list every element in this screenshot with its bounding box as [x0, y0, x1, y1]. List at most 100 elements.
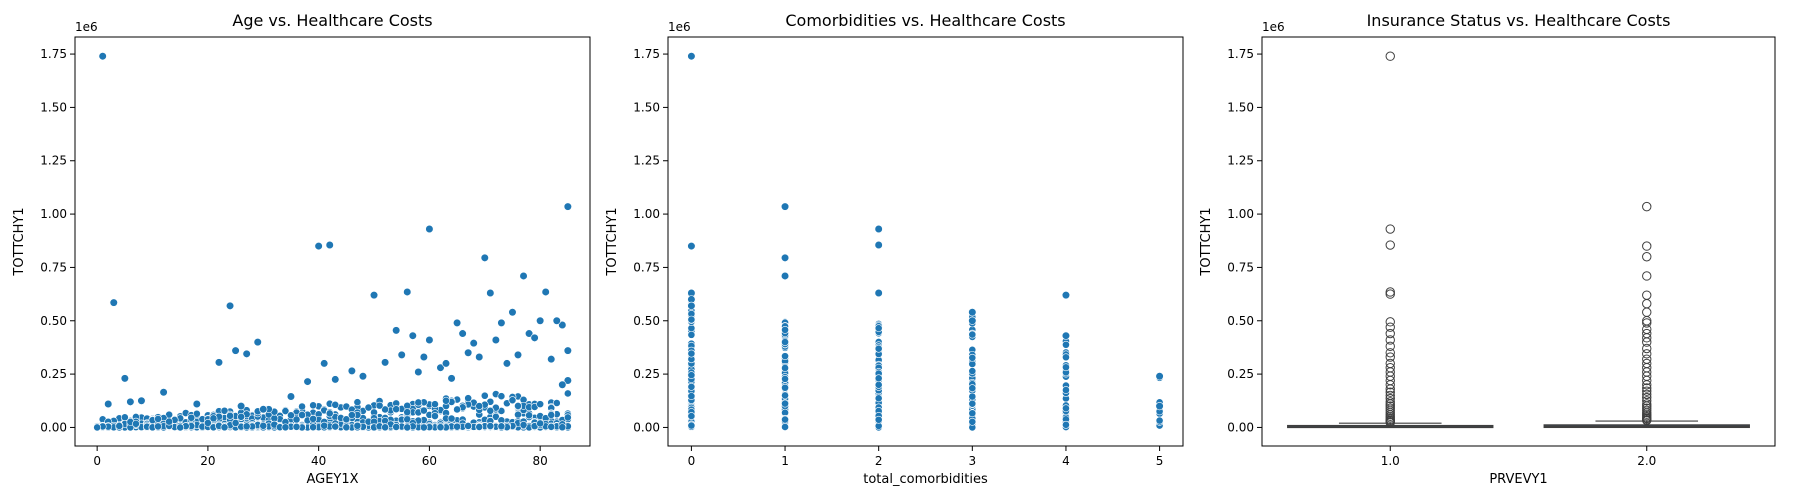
scatter-point [687, 421, 696, 430]
scatter-point [781, 399, 789, 408]
x-axis-label: AGEY1X [306, 472, 358, 487]
box-flier [1385, 328, 1395, 339]
y-tick-label: 1.25 [40, 154, 67, 168]
scatter-point [968, 399, 977, 408]
y-offset-text: 1e6 [1262, 20, 1285, 34]
scatter-point [292, 422, 301, 431]
scatter-point [347, 411, 356, 419]
y-tick-label: 1.50 [40, 100, 67, 114]
box-flier [1385, 51, 1395, 61]
scatter-point [558, 320, 567, 330]
scatter-point [214, 358, 224, 367]
box-flier [1385, 348, 1395, 358]
scatter-point [508, 308, 517, 317]
y-axis-label: TOTTCHY1 [12, 207, 27, 276]
scatter-point [331, 400, 340, 409]
scatter-point [480, 253, 489, 262]
scatter-point [159, 388, 168, 397]
scatter-point [403, 287, 412, 297]
scatter-point [874, 394, 883, 403]
box-flier [1642, 349, 1652, 359]
scatter-point [242, 422, 251, 431]
box-flier [1385, 287, 1395, 297]
scatter-point [475, 402, 484, 410]
chart-panel-1: 0.00 0.25 0.50 0.75 1.00 1.25 1.50 1.75 0 20 40 60 8… [12, 11, 591, 487]
scatter-point [353, 398, 362, 407]
scatter-point [403, 408, 412, 417]
scatter-point [381, 358, 390, 367]
box-flier [1642, 396, 1652, 406]
scatter-point [303, 377, 312, 386]
box-flier [1642, 316, 1652, 326]
scatter-point [225, 301, 235, 310]
scatter-point [563, 413, 572, 422]
scatter-point [491, 335, 500, 345]
box-flier [1385, 224, 1395, 234]
x-tick-label: 40 [311, 454, 326, 468]
box-flier [1385, 352, 1395, 362]
scatter-point [381, 423, 390, 432]
scatter-point [780, 253, 790, 262]
scatter-point [519, 271, 528, 281]
scatter-point [436, 363, 445, 372]
marks-group [93, 52, 572, 432]
x-tick-label: 1.0 [1381, 454, 1400, 468]
y-tick-label: 0.00 [633, 420, 660, 434]
scatter-point [425, 224, 434, 234]
scatter-point [781, 415, 789, 424]
y-tick-label: 1.50 [633, 100, 660, 114]
scatter-point [93, 423, 102, 432]
scatter-point [874, 344, 883, 353]
y-tick-label: 0.00 [40, 420, 67, 434]
chart-title: Insurance Status vs. Healthcare Costs [1367, 11, 1671, 30]
scatter-point [298, 402, 306, 411]
scatter-point [104, 399, 113, 409]
box-flier [1642, 383, 1652, 393]
box-flier [1385, 380, 1395, 390]
scatter-point [237, 412, 246, 421]
box-flier [1642, 241, 1652, 251]
scatter-point [497, 318, 506, 327]
scatter-point [874, 224, 883, 234]
scatter-point [287, 411, 295, 420]
scatter-point [453, 405, 461, 414]
scatter-point [780, 202, 790, 211]
scatter-point [1062, 353, 1070, 362]
scatter-point [120, 374, 129, 383]
box-flier [1642, 201, 1652, 212]
scatter-point [342, 415, 351, 424]
y-tick-label: 1.50 [1227, 100, 1254, 114]
scatter-point [1062, 420, 1070, 429]
scatter-point [126, 397, 135, 406]
plot-frame [667, 36, 1184, 447]
scatter-point [419, 423, 428, 432]
scatter-point [137, 396, 146, 405]
scatter-point [154, 415, 162, 423]
scatter-point [1061, 291, 1071, 300]
x-tick-label: 5 [1156, 454, 1164, 468]
scatter-point [397, 350, 406, 359]
scatter-point [519, 420, 528, 429]
y-axis-label: TOTTCHY1 [605, 207, 620, 276]
scatter-point [502, 359, 512, 368]
scatter-point [687, 330, 696, 339]
x-tick-label: 60 [422, 454, 437, 468]
scatter-point [192, 409, 201, 418]
x-tick-label: 2 [875, 454, 883, 468]
x-tick-label: 2.0 [1637, 454, 1656, 468]
scatter-point [392, 423, 401, 431]
scatter-point [874, 324, 883, 333]
box-flier [1385, 393, 1395, 404]
scatter-point [442, 396, 450, 405]
scatter-point [475, 352, 484, 362]
scatter-point [968, 316, 977, 325]
scatter-point [192, 399, 201, 409]
scatter-point [204, 418, 212, 427]
scatter-point [687, 315, 696, 324]
y-tick-label: 0.25 [633, 367, 660, 381]
scatter-point [563, 376, 572, 385]
y-tick-label: 1.75 [1227, 47, 1254, 61]
y-tick-label: 1.25 [1227, 154, 1254, 168]
box-flier [1385, 341, 1395, 352]
box-flier [1385, 240, 1395, 250]
